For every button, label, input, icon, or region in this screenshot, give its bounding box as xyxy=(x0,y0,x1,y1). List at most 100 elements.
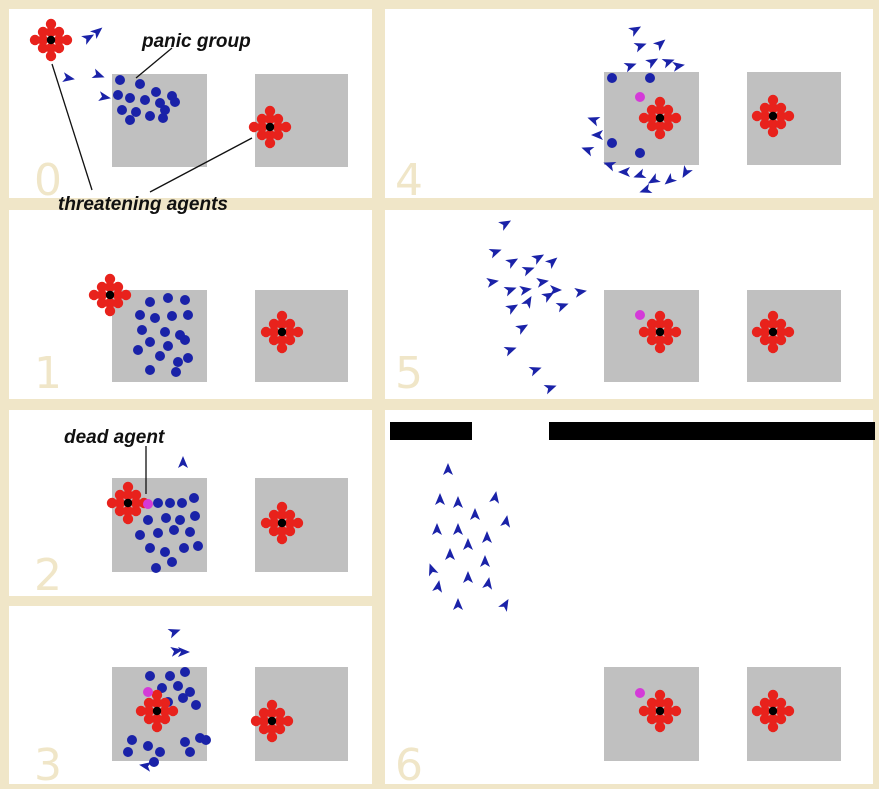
fleeing-agent-arrow xyxy=(531,254,545,265)
panic-agent xyxy=(167,311,177,321)
panic-agent xyxy=(180,335,190,345)
threat-dot xyxy=(276,509,288,521)
fleeing-agent-arrow xyxy=(91,68,105,78)
panic-agent xyxy=(191,700,201,710)
threat-center-dot xyxy=(768,327,778,337)
threat-dot xyxy=(654,689,666,701)
threat-dot xyxy=(638,705,650,717)
panic-agent xyxy=(183,310,193,320)
threat-dot xyxy=(646,334,658,346)
fleeing-agent-arrow xyxy=(480,555,490,567)
panel-4: 4 xyxy=(395,26,841,206)
fleeing-agent-arrow xyxy=(682,165,693,179)
threat-dot xyxy=(670,326,682,338)
fleeing-agent-arrow xyxy=(503,347,517,357)
safe-zone xyxy=(255,290,348,382)
fleeing-agent-arrow xyxy=(591,130,603,140)
threat-dot xyxy=(759,118,771,130)
threat-dot xyxy=(122,489,134,501)
panic-agent xyxy=(145,365,155,375)
panel-3: 3 xyxy=(34,629,348,791)
threatening-agent-5-1 xyxy=(751,310,795,354)
threat-dot xyxy=(654,713,666,725)
threat-dot xyxy=(37,42,49,54)
panic-agent xyxy=(145,337,155,347)
fleeing-agent-arrow xyxy=(498,598,509,612)
threat-center-dot xyxy=(265,122,275,132)
panic-agent xyxy=(145,671,155,681)
threat-dot xyxy=(266,731,278,743)
annotation-layer: panic group threatening agents dead agen… xyxy=(51,31,253,494)
panic-agent xyxy=(150,313,160,323)
panic-agent xyxy=(155,747,165,757)
threat-dot xyxy=(268,318,280,330)
threat-dot xyxy=(767,334,779,346)
panic-agent xyxy=(193,541,203,551)
panic-agent xyxy=(123,747,133,757)
panel-number-1: 1 xyxy=(34,348,62,399)
fleeing-agent-arrow xyxy=(62,72,75,83)
panel-layer: 0 1 2 3 4 5 6 xyxy=(9,9,875,791)
threat-dot xyxy=(775,118,787,130)
threat-dot xyxy=(256,129,268,141)
threat-dot xyxy=(284,318,296,330)
threat-dot xyxy=(272,129,284,141)
threat-dot xyxy=(662,120,674,132)
threat-dot xyxy=(37,26,49,38)
fleeing-agent-arrow xyxy=(528,367,542,377)
threat-dot xyxy=(646,318,658,330)
threat-center-dot xyxy=(277,518,287,528)
fleeing-agent-arrow xyxy=(541,292,555,303)
dead-agent-label: dead agent xyxy=(64,427,165,448)
threat-dot xyxy=(272,121,284,133)
threat-dot xyxy=(120,289,132,301)
threat-dot xyxy=(775,713,787,725)
fleeing-agent-arrow xyxy=(652,39,666,52)
threat-dot xyxy=(284,334,296,346)
fleeing-agent-arrow xyxy=(664,172,678,185)
threat-dot xyxy=(268,525,280,537)
threat-dot xyxy=(751,705,763,717)
threat-dot xyxy=(662,713,674,725)
panic-agent xyxy=(178,693,188,703)
panic-agent xyxy=(113,90,123,100)
panic-group-leader-line xyxy=(135,47,173,79)
threat-dot xyxy=(775,102,787,114)
threat-dot xyxy=(45,50,57,62)
fleeing-agent-arrow xyxy=(623,63,637,73)
panic-agent xyxy=(143,741,153,751)
fleeing-agent-arrow xyxy=(81,34,95,45)
fleeing-agent-arrow xyxy=(98,91,111,102)
threat-dot xyxy=(767,697,779,709)
threat-dot xyxy=(276,342,288,354)
safe-zone xyxy=(747,290,841,382)
fleeing-agent-arrow xyxy=(435,493,445,505)
panic-agent xyxy=(177,498,187,508)
threat-dot xyxy=(654,334,666,346)
threat-dot xyxy=(268,517,280,529)
threat-dot xyxy=(130,505,142,517)
threat-dot xyxy=(654,120,666,132)
threat-dot xyxy=(783,705,795,717)
threat-dot xyxy=(88,289,100,301)
threat-dot xyxy=(112,297,124,309)
panic-agent xyxy=(167,557,177,567)
threat-dot xyxy=(638,112,650,124)
panic-agent xyxy=(180,295,190,305)
threat-dot xyxy=(759,318,771,330)
panel-5: 5 xyxy=(395,220,841,399)
panic-agent xyxy=(160,105,170,115)
threat-dot xyxy=(670,112,682,124)
threat-dot xyxy=(767,118,779,130)
threat-dot xyxy=(767,126,779,138)
threat-dot xyxy=(284,517,296,529)
panic-agent xyxy=(173,681,183,691)
panic-agent xyxy=(165,671,175,681)
threatening-agents-leader-line-1 xyxy=(51,63,93,191)
panic-agent xyxy=(151,563,161,573)
threat-dot xyxy=(759,713,771,725)
threat-dot xyxy=(135,705,147,717)
threat-dot xyxy=(280,121,292,133)
panel-number-2: 2 xyxy=(34,550,62,601)
fleeing-agent-arrow xyxy=(555,303,569,313)
